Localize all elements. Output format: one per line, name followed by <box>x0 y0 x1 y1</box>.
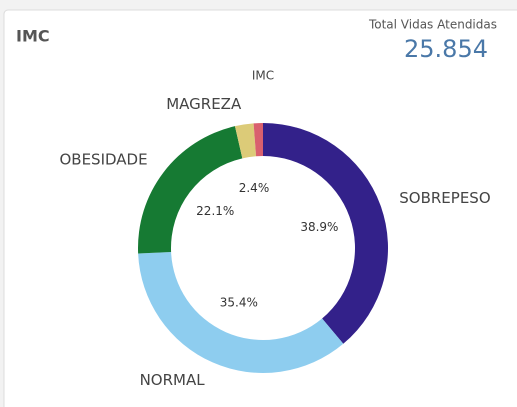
kpi-value: 25.854 <box>404 35 488 63</box>
donut-slice <box>138 126 243 254</box>
kpi-label: Total Vidas Atendidas <box>368 18 497 32</box>
donut-slice <box>138 252 344 374</box>
category-label: MAGREZA <box>166 95 242 113</box>
value-label: 35.4% <box>220 295 258 309</box>
donut-slice <box>234 123 257 159</box>
category-label: SOBREPESO <box>399 189 490 207</box>
value-label: 38.9% <box>300 220 338 234</box>
category-label: NORMAL <box>140 371 206 389</box>
value-label: 22.1% <box>196 204 234 218</box>
chart-title: IMC <box>252 69 274 83</box>
value-label: 2.4% <box>239 181 270 195</box>
donut-slice <box>263 123 388 344</box>
panel <box>3 9 517 407</box>
donut-slice <box>253 123 263 157</box>
widget-title: IMC <box>16 27 50 46</box>
category-label: OBESIDADE <box>59 151 147 169</box>
